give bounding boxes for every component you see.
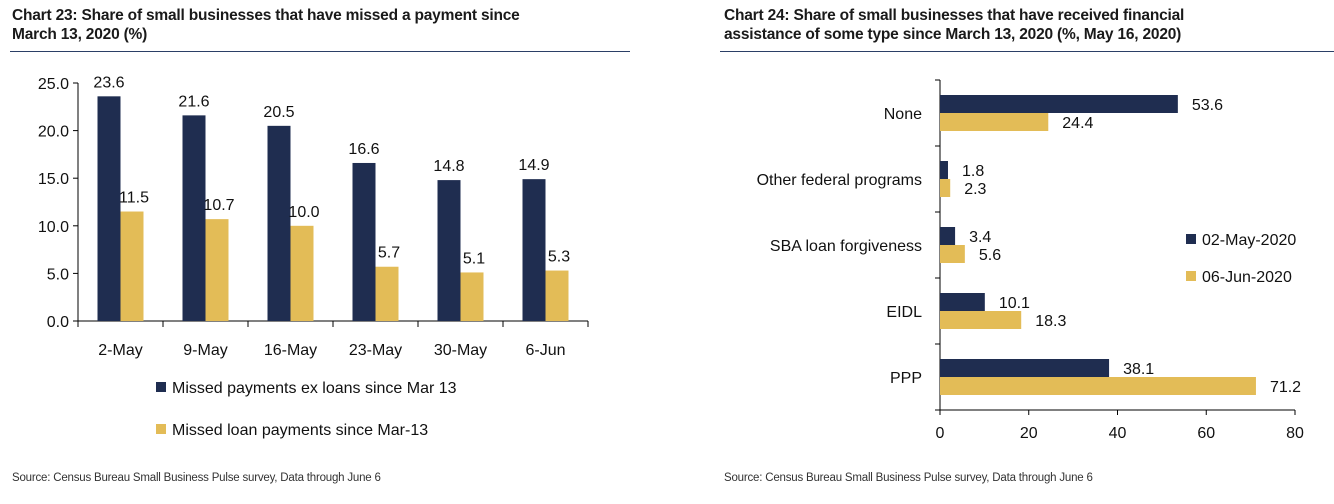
legend-swatch bbox=[156, 424, 166, 434]
y-tick-label: 25.0 bbox=[38, 76, 69, 93]
category-label: SBA loan forgiveness bbox=[770, 238, 922, 255]
chart-23-source: Source: Census Bureau Small Business Pul… bbox=[12, 472, 381, 484]
data-label: 10.0 bbox=[288, 204, 319, 221]
y-tick-label: 5.0 bbox=[47, 266, 69, 283]
chart-24-title-rule bbox=[720, 51, 1334, 52]
bar-missed-loan-payments bbox=[545, 270, 569, 321]
chart-23-panel: Chart 23: Share of small businesses that… bbox=[0, 0, 630, 504]
bar-may-2 bbox=[940, 161, 948, 179]
legend-swatch bbox=[1186, 271, 1196, 281]
data-label: 21.6 bbox=[178, 93, 209, 110]
bar-missed-loan-payments bbox=[460, 272, 484, 321]
x-tick-label: 6-Jun bbox=[525, 342, 565, 359]
data-label: 18.3 bbox=[1035, 313, 1066, 330]
legend-swatch bbox=[1186, 234, 1196, 244]
data-label: 53.6 bbox=[1192, 97, 1223, 114]
bar-missed-payments bbox=[437, 180, 461, 321]
chart-23-plot: 0.0 5.0 10.0 15.0 20.0 25.0 2-May 9-May 16-May 23… bbox=[38, 74, 589, 439]
data-label: 14.8 bbox=[433, 158, 464, 175]
chart-24-plot: 0 20 40 60 80 None Other federal programs SBA l… bbox=[757, 79, 1304, 442]
legend-label: 02-May-2020 bbox=[1202, 232, 1296, 249]
data-label: 3.4 bbox=[969, 229, 991, 246]
bar-jun-6 bbox=[940, 377, 1256, 395]
chart-24-source: Source: Census Bureau Small Business Pul… bbox=[724, 472, 1093, 484]
chart-23-title: Chart 23: Share of small businesses that… bbox=[12, 7, 520, 43]
data-label: 23.6 bbox=[93, 74, 124, 91]
data-label: 11.5 bbox=[119, 190, 149, 207]
bar-jun-6 bbox=[940, 113, 1049, 131]
chart-24-panel: Chart 24: Share of small businesses that… bbox=[718, 0, 1334, 504]
y-tick-label: 10.0 bbox=[38, 219, 69, 236]
legend-label: Missed loan payments since Mar-13 bbox=[172, 422, 428, 439]
x-tick-label: 0 bbox=[936, 425, 945, 442]
x-tick-label: 23-May bbox=[349, 342, 402, 359]
data-label: 24.4 bbox=[1062, 115, 1093, 132]
bar-may-2 bbox=[940, 227, 956, 245]
data-label: 1.8 bbox=[962, 163, 984, 180]
y-tick-label: 15.0 bbox=[38, 171, 69, 188]
bar-jun-6 bbox=[940, 311, 1022, 329]
legend-swatch bbox=[156, 382, 166, 392]
bar-missed-payments bbox=[97, 96, 121, 321]
data-label: 14.9 bbox=[518, 157, 549, 174]
bar-missed-payments bbox=[182, 115, 206, 321]
category-label: PPP bbox=[890, 370, 922, 387]
data-label: 20.5 bbox=[263, 104, 294, 121]
x-tick-label: 16-May bbox=[264, 342, 317, 359]
bar-jun-6 bbox=[940, 245, 965, 263]
x-tick-label: 40 bbox=[1109, 425, 1127, 442]
data-label: 2.3 bbox=[964, 181, 986, 198]
category-label: None bbox=[884, 106, 922, 123]
bar-missed-payments bbox=[267, 125, 291, 321]
data-label: 5.7 bbox=[378, 245, 400, 262]
data-label: 16.6 bbox=[348, 141, 379, 158]
data-label: 71.2 bbox=[1270, 379, 1301, 396]
data-label: 5.1 bbox=[463, 250, 485, 267]
x-tick-label: 20 bbox=[1020, 425, 1038, 442]
chart-24-title: Chart 24: Share of small businesses that… bbox=[724, 7, 1185, 43]
category-label: EIDL bbox=[886, 304, 922, 321]
x-tick-label: 9-May bbox=[183, 342, 227, 359]
data-label: 5.3 bbox=[548, 249, 570, 266]
bar-may-2 bbox=[940, 95, 1178, 113]
category-label: Other federal programs bbox=[757, 172, 922, 189]
bar-missed-loan-payments bbox=[290, 225, 314, 321]
x-tick-label: 30-May bbox=[434, 342, 487, 359]
bar-missed-loan-payments bbox=[205, 219, 229, 321]
bar-missed-payments bbox=[352, 162, 376, 321]
bar-may-2 bbox=[940, 293, 985, 311]
chart-23-title-rule bbox=[10, 51, 630, 52]
bar-missed-payments bbox=[522, 179, 546, 321]
x-tick-label: 80 bbox=[1286, 425, 1304, 442]
bar-missed-loan-payments bbox=[120, 211, 144, 321]
legend-label: Missed payments ex loans since Mar 13 bbox=[172, 380, 457, 397]
data-label: 10.1 bbox=[999, 295, 1030, 312]
y-tick-label: 20.0 bbox=[38, 124, 69, 141]
bar-may-2 bbox=[940, 359, 1110, 377]
data-label: 38.1 bbox=[1123, 361, 1154, 378]
x-tick-label: 60 bbox=[1197, 425, 1215, 442]
data-label: 5.6 bbox=[979, 247, 1001, 264]
data-label: 10.7 bbox=[203, 197, 234, 214]
bar-missed-loan-payments bbox=[375, 266, 399, 321]
y-tick-label: 0.0 bbox=[47, 314, 69, 331]
bar-jun-6 bbox=[940, 179, 951, 197]
legend-label: 06-Jun-2020 bbox=[1202, 269, 1292, 286]
x-tick-label: 2-May bbox=[98, 342, 142, 359]
